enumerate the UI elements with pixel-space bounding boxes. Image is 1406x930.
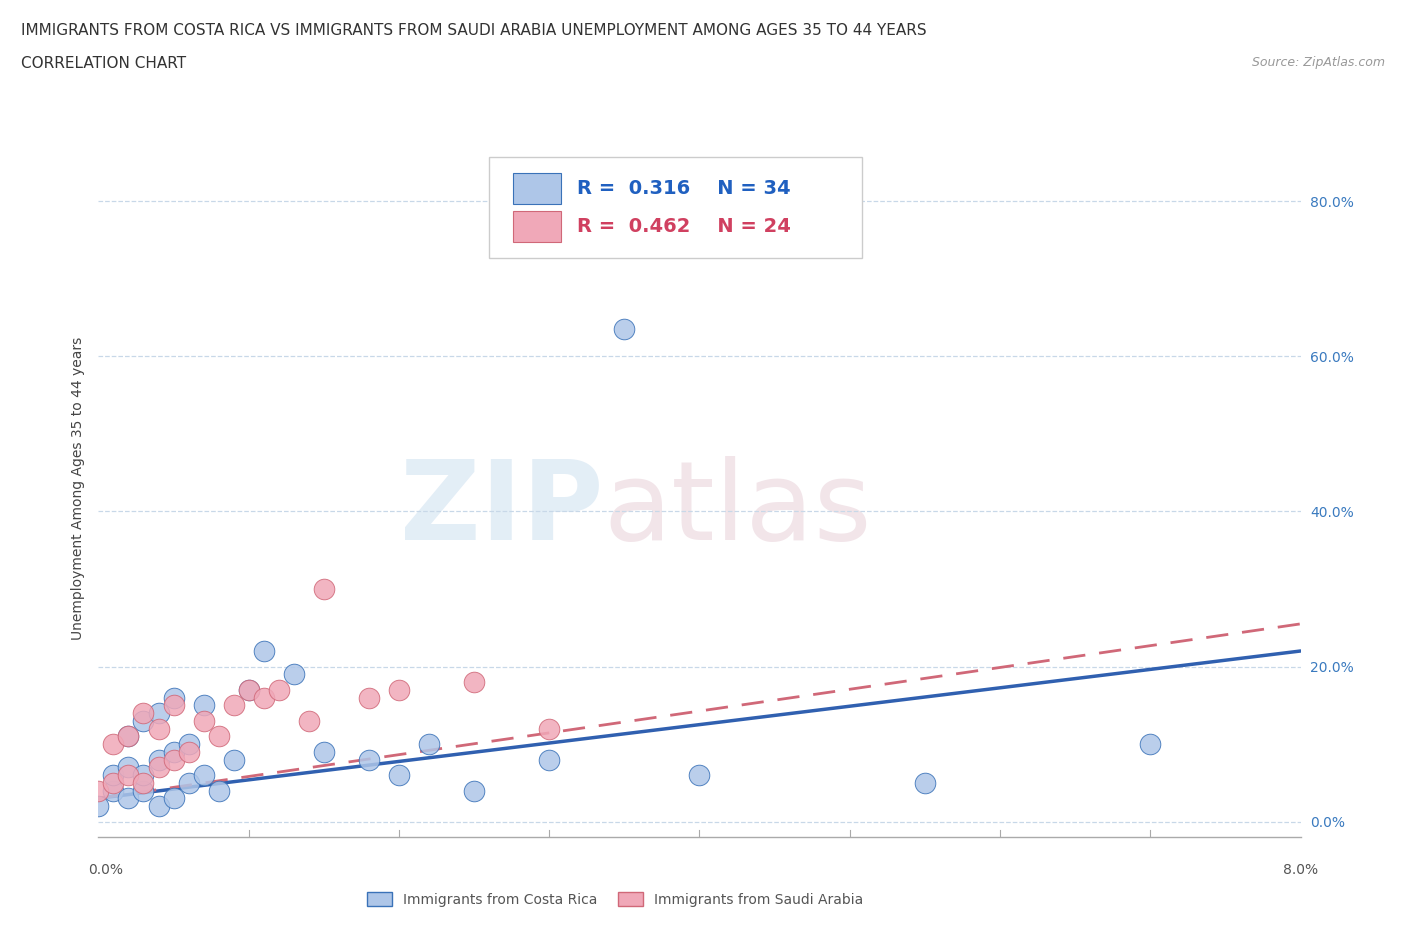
- Text: R =  0.316    N = 34: R = 0.316 N = 34: [576, 179, 790, 198]
- Point: [193, 767, 215, 782]
- Point: [87, 783, 110, 798]
- Text: IMMIGRANTS FROM COSTA RICA VS IMMIGRANTS FROM SAUDI ARABIA UNEMPLOYMENT AMONG AG: IMMIGRANTS FROM COSTA RICA VS IMMIGRANTS…: [21, 23, 927, 38]
- Text: ZIP: ZIP: [399, 456, 603, 563]
- Text: 8.0%: 8.0%: [1284, 862, 1317, 877]
- Point: [132, 776, 155, 790]
- Point: [208, 729, 231, 744]
- Point: [222, 752, 245, 767]
- Point: [132, 783, 155, 798]
- Point: [222, 698, 245, 712]
- Point: [914, 776, 936, 790]
- Point: [103, 776, 125, 790]
- Point: [312, 581, 335, 596]
- Point: [253, 690, 276, 705]
- Point: [538, 721, 561, 736]
- Point: [463, 674, 485, 689]
- Point: [253, 644, 276, 658]
- Point: [162, 698, 184, 712]
- Point: [117, 729, 139, 744]
- Point: [162, 790, 184, 805]
- Point: [162, 752, 184, 767]
- Point: [312, 744, 335, 759]
- Point: [117, 767, 139, 782]
- Point: [388, 683, 411, 698]
- Point: [148, 721, 170, 736]
- Point: [132, 706, 155, 721]
- Point: [238, 683, 260, 698]
- Point: [208, 783, 231, 798]
- Point: [103, 767, 125, 782]
- Y-axis label: Unemployment Among Ages 35 to 44 years: Unemployment Among Ages 35 to 44 years: [70, 337, 84, 640]
- Point: [117, 729, 139, 744]
- Point: [357, 690, 380, 705]
- Point: [238, 683, 260, 698]
- Point: [87, 799, 110, 814]
- Point: [463, 783, 485, 798]
- Point: [148, 760, 170, 775]
- Point: [193, 713, 215, 728]
- Point: [298, 713, 321, 728]
- Point: [103, 783, 125, 798]
- Text: 0.0%: 0.0%: [89, 862, 122, 877]
- Point: [117, 790, 139, 805]
- Point: [162, 744, 184, 759]
- Point: [177, 776, 200, 790]
- Point: [148, 752, 170, 767]
- Text: R =  0.462    N = 24: R = 0.462 N = 24: [576, 218, 790, 236]
- Point: [267, 683, 290, 698]
- Point: [177, 737, 200, 751]
- Point: [688, 767, 710, 782]
- Point: [357, 752, 380, 767]
- Point: [132, 767, 155, 782]
- FancyBboxPatch shape: [489, 157, 862, 259]
- Point: [103, 737, 125, 751]
- Point: [148, 706, 170, 721]
- Point: [283, 667, 305, 682]
- Point: [162, 690, 184, 705]
- Point: [148, 799, 170, 814]
- Point: [613, 322, 636, 337]
- Point: [388, 767, 411, 782]
- Point: [132, 713, 155, 728]
- Text: CORRELATION CHART: CORRELATION CHART: [21, 56, 186, 71]
- Point: [177, 744, 200, 759]
- Point: [1139, 737, 1161, 751]
- Legend: Immigrants from Costa Rica, Immigrants from Saudi Arabia: Immigrants from Costa Rica, Immigrants f…: [360, 885, 870, 914]
- Point: [418, 737, 440, 751]
- Bar: [513, 173, 561, 205]
- Point: [117, 760, 139, 775]
- Text: Source: ZipAtlas.com: Source: ZipAtlas.com: [1251, 56, 1385, 69]
- Point: [193, 698, 215, 712]
- Bar: [513, 211, 561, 242]
- Point: [538, 752, 561, 767]
- Text: atlas: atlas: [603, 456, 872, 563]
